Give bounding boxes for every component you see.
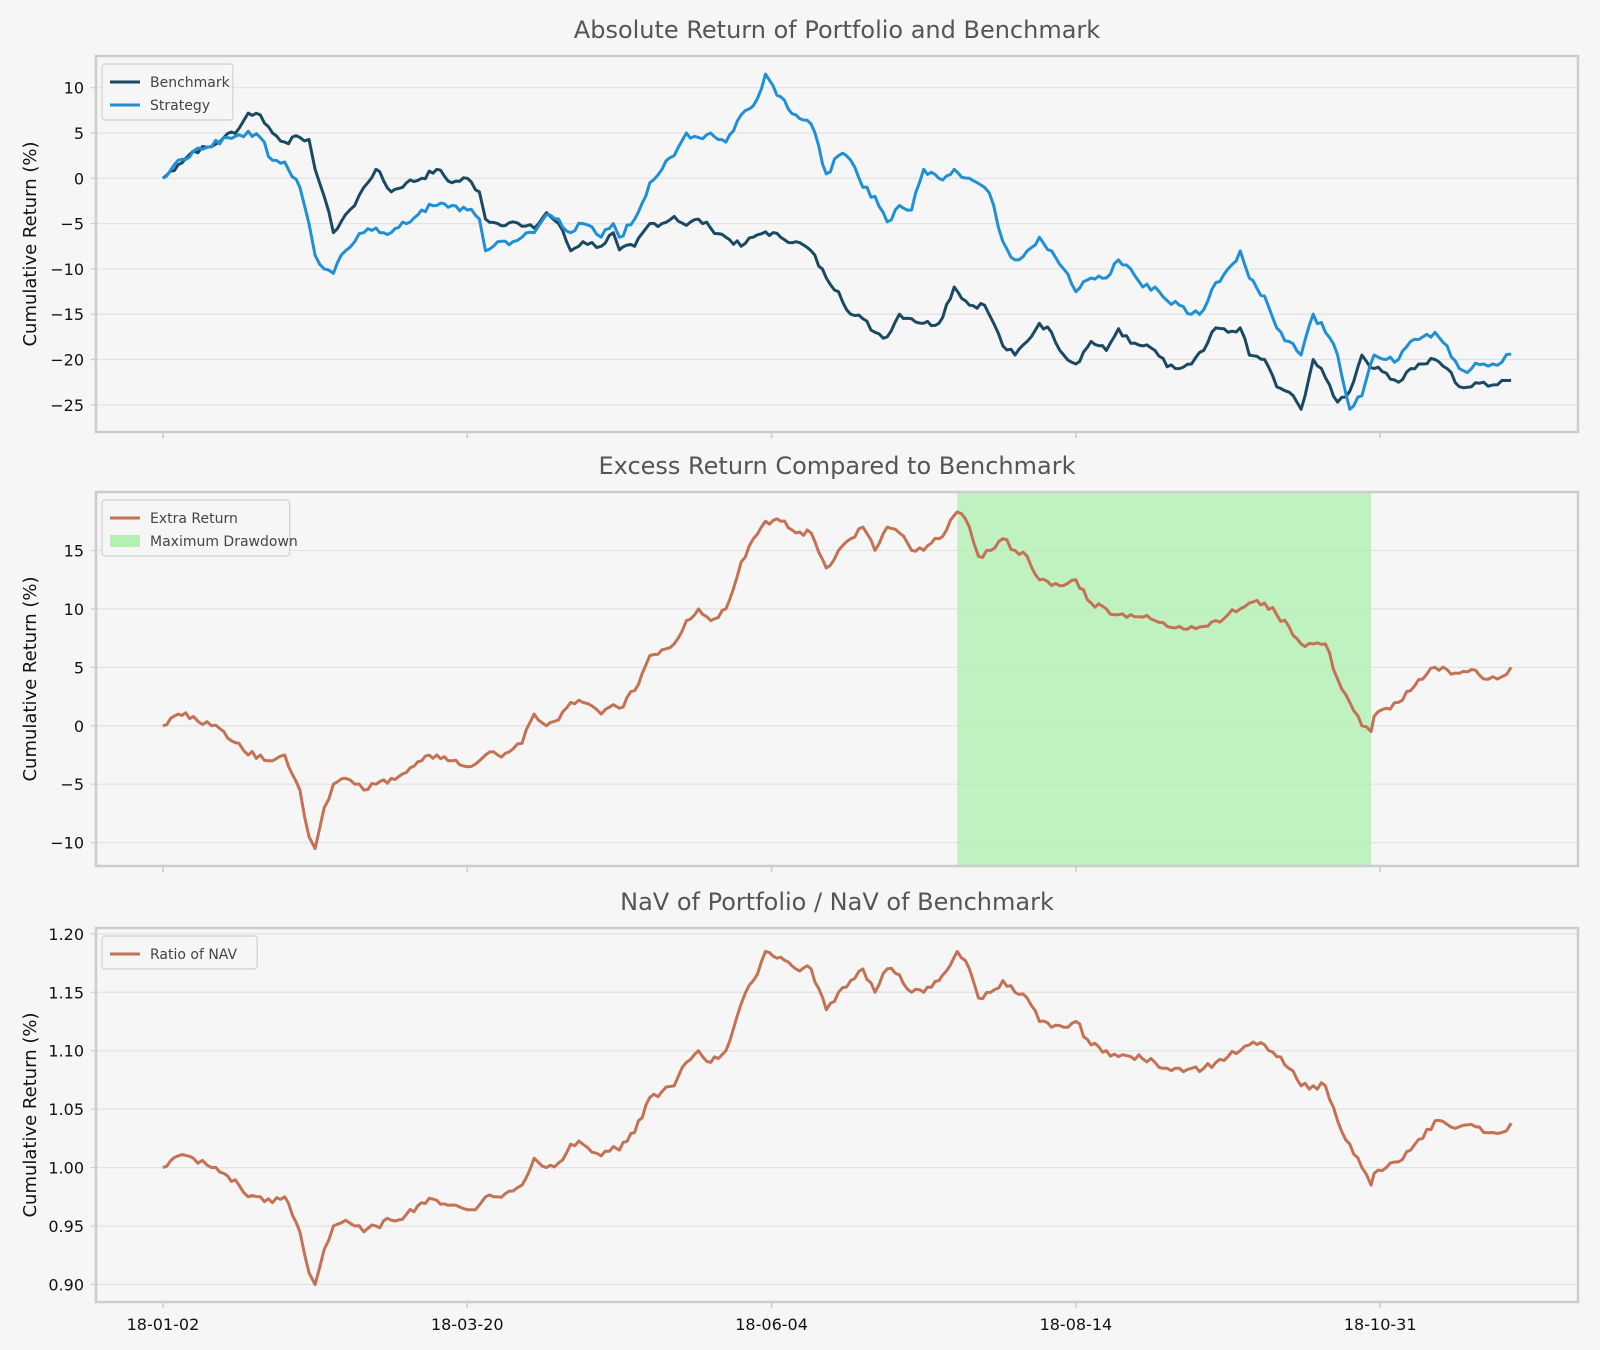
panel-2-drawdown-area xyxy=(957,492,1372,866)
panel-3-ytick-label: 1.00 xyxy=(48,1159,84,1178)
panel-2-ylabel: Cumulative Return (%) xyxy=(20,576,41,781)
panel-1-ytick-label: −10 xyxy=(50,260,84,279)
panel-2-ytick-label: 0 xyxy=(74,717,84,736)
panel-1-legend-label: Benchmark xyxy=(150,75,231,91)
xtick-label: 18-08-14 xyxy=(1040,1315,1113,1334)
panel-1-plot-area xyxy=(96,56,1578,432)
panel-1-ytick-label: 0 xyxy=(74,169,84,188)
panel-2-title: Excess Return Compared to Benchmark xyxy=(599,452,1076,480)
panel-3-line-ratio-of-nav xyxy=(162,949,1513,1286)
panel-3-title: NaV of Portfolio / NaV of Benchmark xyxy=(620,888,1054,916)
panel-3-ytick-label: 1.05 xyxy=(48,1100,84,1119)
panel-1-ytick-label: −5 xyxy=(60,215,84,234)
panel-1-line-strategy xyxy=(162,72,1512,411)
xtick-label: 18-06-04 xyxy=(735,1315,808,1334)
panel-2-ytick-label: 5 xyxy=(74,658,84,677)
panel-2-legend-label: Extra Return xyxy=(150,511,238,527)
panel-3-legend-label: Ratio of NAV xyxy=(150,947,237,963)
panel-1-ytick-label: 10 xyxy=(64,79,84,98)
panel-2-ytick-label: 15 xyxy=(64,541,84,560)
panel-2-ytick-label: −5 xyxy=(60,775,84,794)
panel-3-ytick-label: 0.95 xyxy=(48,1217,84,1236)
xtick-label: 18-03-20 xyxy=(431,1315,504,1334)
panel-3-ytick-label: 1.20 xyxy=(48,925,84,944)
panel-3-ylabel: Cumulative Return (%) xyxy=(20,1012,41,1217)
panel-1-ylabel: Cumulative Return (%) xyxy=(20,141,41,346)
panel-2-legend xyxy=(101,499,291,557)
panel-1-line-benchmark xyxy=(161,111,1512,411)
panel-1-title: Absolute Return of Portfolio and Benchma… xyxy=(574,16,1100,44)
panel-3-ytick-label: 0.90 xyxy=(48,1275,84,1294)
panel-3-ytick-label: 1.10 xyxy=(48,1042,84,1061)
panel-3-ytick-label: 1.15 xyxy=(48,983,84,1002)
panel-1-ytick-label: −25 xyxy=(50,396,84,415)
xtick-label: 18-01-02 xyxy=(127,1315,200,1334)
panel-2-ytick-label: −10 xyxy=(50,834,84,853)
xtick-label: 18-10-31 xyxy=(1344,1315,1417,1334)
panel-1-ytick-label: 5 xyxy=(74,124,84,143)
panel-1-ytick-label: −20 xyxy=(50,351,84,370)
panel-2-line-extra-return xyxy=(162,510,1513,850)
panel-1-frame xyxy=(94,54,1580,434)
panel-1-ytick-label: −15 xyxy=(50,305,84,324)
panel-1-legend-label: Strategy xyxy=(150,98,210,114)
panel-3-legend xyxy=(101,935,258,970)
panel-2-legend-label: Maximum Drawdown xyxy=(150,534,298,550)
panel-2-legend-swatch xyxy=(110,535,140,547)
panel-3-plot-area xyxy=(96,928,1578,1302)
panel-2-ytick-label: 10 xyxy=(64,600,84,619)
panel-3-frame xyxy=(94,926,1580,1304)
panel-2-frame xyxy=(94,490,1580,868)
